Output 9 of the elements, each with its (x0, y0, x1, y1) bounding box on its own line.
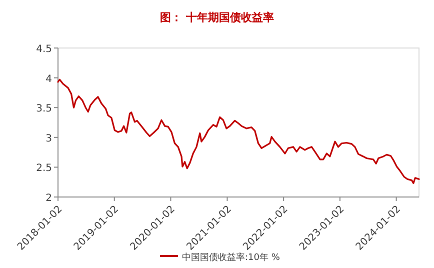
legend-label: 中国国债收益率:10年 % (182, 252, 280, 263)
y-tick-label: 3 (46, 133, 52, 144)
y-tick-label: 2 (46, 193, 52, 204)
y-tick-label: 4 (46, 74, 52, 85)
chart-title: 图： 十年期国债收益率 (160, 11, 274, 24)
y-tick-label: 4.5 (36, 44, 52, 55)
y-tick-label: 2.5 (36, 163, 52, 174)
line-series (57, 78, 420, 184)
y-tick-label: 3.5 (36, 104, 52, 115)
